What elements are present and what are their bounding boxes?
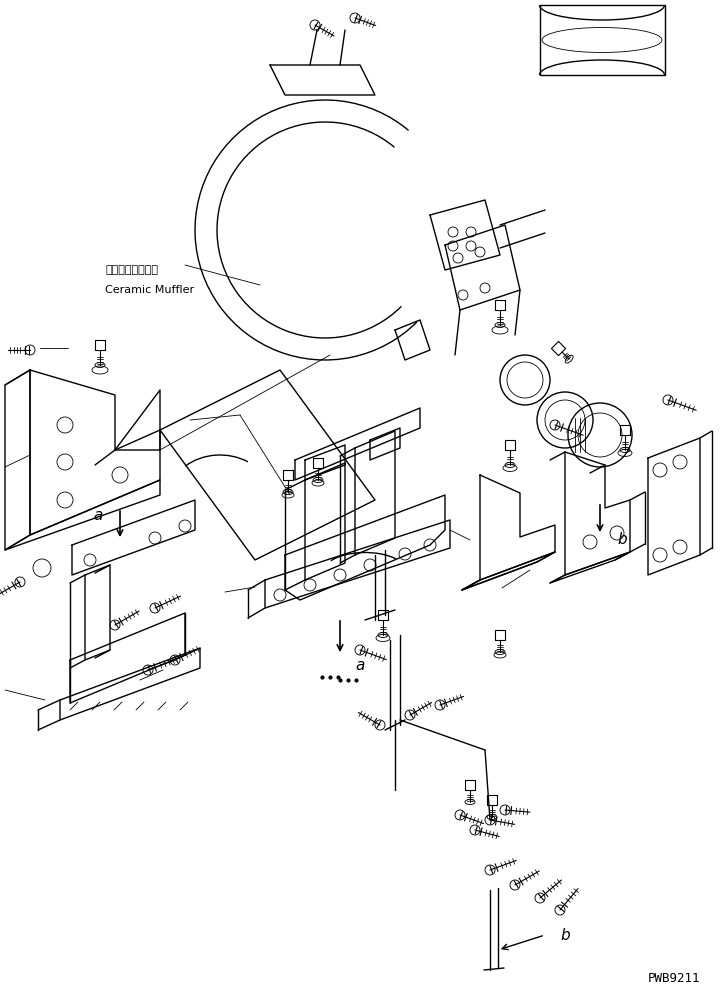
Text: b: b	[560, 927, 570, 942]
Text: PWB9211: PWB9211	[648, 971, 701, 984]
Text: a: a	[93, 507, 102, 522]
Text: セラミックマフラ: セラミックマフラ	[105, 265, 158, 275]
Text: b: b	[617, 532, 627, 547]
Text: Ceramic Muffler: Ceramic Muffler	[105, 285, 194, 295]
Text: a: a	[355, 657, 365, 672]
